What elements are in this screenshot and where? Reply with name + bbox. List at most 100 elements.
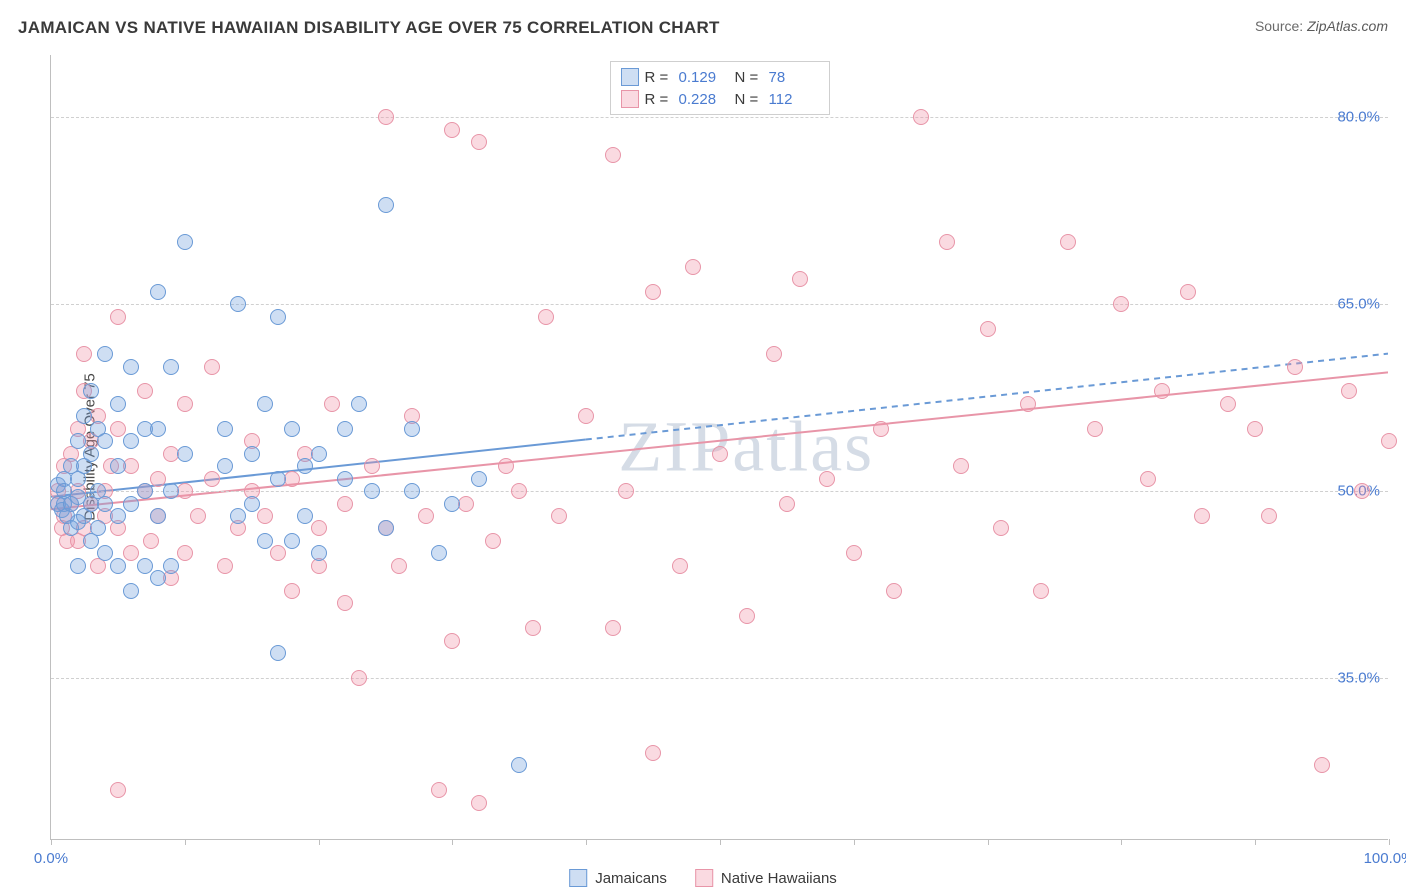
scatter-point: [177, 446, 193, 462]
scatter-point: [364, 483, 380, 499]
scatter-point: [444, 122, 460, 138]
scatter-point: [712, 446, 728, 462]
scatter-point: [150, 570, 166, 586]
scatter-point: [993, 520, 1009, 536]
scatter-point: [137, 483, 153, 499]
scatter-point: [270, 645, 286, 661]
scatter-point: [980, 321, 996, 337]
x-tick-mark: [854, 839, 855, 845]
stats-swatch: [621, 90, 639, 108]
scatter-point: [297, 458, 313, 474]
scatter-point: [311, 446, 327, 462]
scatter-point: [1060, 234, 1076, 250]
plot-area: Disability Age Over 75 ZIPatlas R =0.129…: [50, 55, 1388, 840]
x-tick-mark: [319, 839, 320, 845]
scatter-point: [110, 782, 126, 798]
scatter-point: [217, 558, 233, 574]
scatter-point: [873, 421, 889, 437]
x-tick-mark: [1389, 839, 1390, 845]
scatter-point: [404, 421, 420, 437]
scatter-point: [284, 533, 300, 549]
scatter-point: [97, 346, 113, 362]
scatter-point: [177, 545, 193, 561]
scatter-point: [150, 471, 166, 487]
scatter-point: [846, 545, 862, 561]
scatter-point: [1087, 421, 1103, 437]
legend-label: Native Hawaiians: [721, 870, 837, 887]
scatter-point: [83, 383, 99, 399]
gridline: [51, 117, 1388, 118]
scatter-point: [110, 396, 126, 412]
scatter-point: [230, 508, 246, 524]
scatter-point: [538, 309, 554, 325]
stats-n-value: 112: [769, 91, 819, 108]
scatter-point: [618, 483, 634, 499]
scatter-point: [471, 795, 487, 811]
scatter-point: [1020, 396, 1036, 412]
scatter-point: [1341, 383, 1357, 399]
scatter-point: [177, 234, 193, 250]
scatter-point: [1180, 284, 1196, 300]
stats-n-label: N =: [735, 91, 763, 108]
scatter-point: [97, 433, 113, 449]
legend-item: Jamaicans: [569, 869, 667, 887]
scatter-point: [685, 259, 701, 275]
y-tick-label: 65.0%: [1337, 296, 1380, 313]
scatter-point: [143, 533, 159, 549]
scatter-point: [123, 433, 139, 449]
source-label: Source:: [1255, 18, 1303, 34]
scatter-point: [97, 496, 113, 512]
scatter-point: [76, 408, 92, 424]
scatter-point: [378, 109, 394, 125]
scatter-point: [444, 633, 460, 649]
scatter-point: [204, 471, 220, 487]
x-tick-mark: [720, 839, 721, 845]
trend-line-dashed: [586, 354, 1388, 440]
scatter-point: [1354, 483, 1370, 499]
legend: Jamaicans Native Hawaiians: [569, 869, 837, 887]
scatter-point: [953, 458, 969, 474]
x-tick-mark: [586, 839, 587, 845]
scatter-point: [284, 421, 300, 437]
scatter-point: [404, 483, 420, 499]
scatter-point: [123, 583, 139, 599]
scatter-point: [605, 147, 621, 163]
scatter-point: [1154, 383, 1170, 399]
gridline: [51, 304, 1388, 305]
scatter-point: [311, 545, 327, 561]
scatter-point: [1287, 359, 1303, 375]
scatter-point: [792, 271, 808, 287]
scatter-point: [284, 583, 300, 599]
stats-swatch: [621, 68, 639, 86]
scatter-point: [110, 458, 126, 474]
scatter-point: [177, 396, 193, 412]
scatter-point: [511, 757, 527, 773]
scatter-point: [337, 496, 353, 512]
scatter-point: [1314, 757, 1330, 773]
scatter-point: [1194, 508, 1210, 524]
scatter-point: [163, 483, 179, 499]
scatter-point: [551, 508, 567, 524]
scatter-point: [217, 421, 233, 437]
scatter-point: [150, 508, 166, 524]
x-tick-mark: [452, 839, 453, 845]
gridline: [51, 678, 1388, 679]
scatter-point: [672, 558, 688, 574]
scatter-point: [1113, 296, 1129, 312]
scatter-point: [137, 558, 153, 574]
scatter-point: [511, 483, 527, 499]
scatter-point: [351, 670, 367, 686]
scatter-point: [1261, 508, 1277, 524]
stats-r-label: R =: [645, 91, 673, 108]
scatter-point: [337, 595, 353, 611]
x-tick-mark: [51, 839, 52, 845]
stats-n-value: 78: [769, 69, 819, 86]
scatter-point: [257, 396, 273, 412]
scatter-point: [257, 508, 273, 524]
scatter-point: [578, 408, 594, 424]
scatter-point: [76, 346, 92, 362]
scatter-point: [163, 359, 179, 375]
y-tick-label: 35.0%: [1337, 670, 1380, 687]
scatter-point: [471, 471, 487, 487]
scatter-point: [110, 558, 126, 574]
